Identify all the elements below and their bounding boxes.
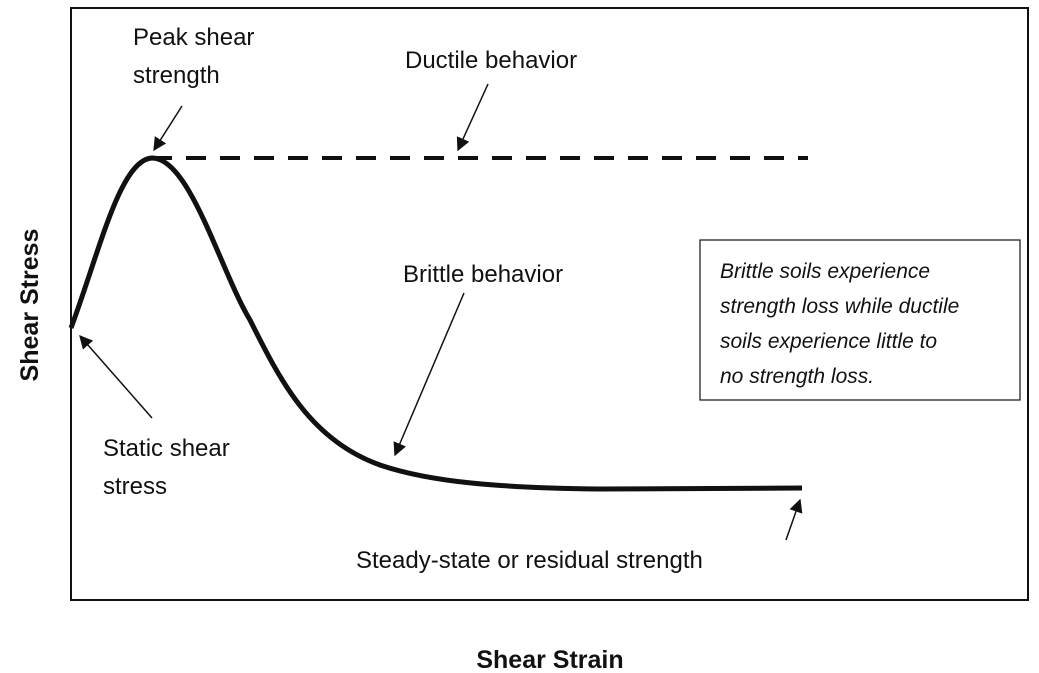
annotation: Peak shear	[133, 24, 254, 51]
note-text: no strength loss.	[720, 365, 874, 388]
annotation: Static shear	[103, 435, 230, 462]
note-text: strength loss while ductile	[720, 295, 959, 318]
y-axis-label: Shear Stress	[16, 229, 44, 382]
arrows	[79, 83, 803, 541]
note-box	[699, 239, 1021, 401]
annotation: Brittle behavior	[403, 261, 563, 288]
annotation: Steady-state or residual strength	[356, 547, 703, 574]
note-text: Brittle soils experience	[720, 260, 930, 283]
x-axis-label: Shear Strain	[476, 646, 623, 673]
note-text: soils experience little to	[720, 330, 937, 353]
frame	[70, 7, 1029, 601]
annotation: Ductile behavior	[405, 47, 577, 74]
annotation: strength	[133, 62, 220, 89]
curve	[68, 155, 803, 492]
annotation: stress	[103, 473, 167, 500]
